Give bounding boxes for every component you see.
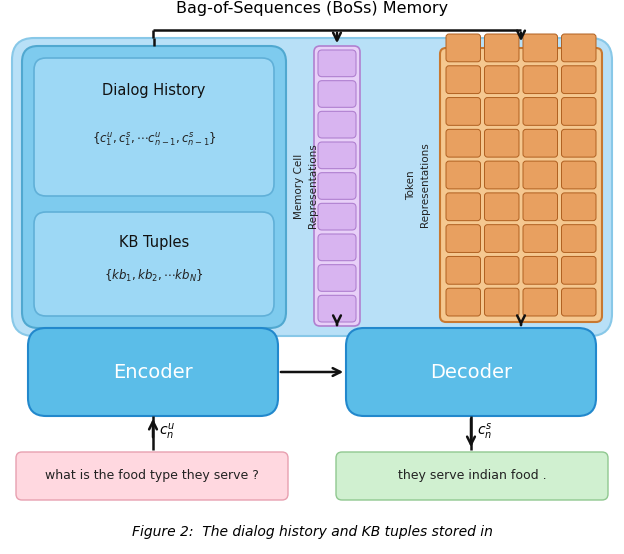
FancyBboxPatch shape [562, 98, 596, 125]
FancyBboxPatch shape [318, 142, 356, 168]
FancyBboxPatch shape [484, 129, 519, 157]
Text: Dialog History: Dialog History [102, 83, 206, 98]
FancyBboxPatch shape [523, 193, 557, 220]
FancyBboxPatch shape [484, 193, 519, 220]
Text: $c_n^u$: $c_n^u$ [159, 422, 175, 442]
Text: Figure 2:  The dialog history and KB tuples stored in: Figure 2: The dialog history and KB tupl… [132, 525, 492, 539]
FancyBboxPatch shape [523, 225, 557, 253]
FancyBboxPatch shape [562, 288, 596, 316]
FancyBboxPatch shape [314, 46, 360, 326]
FancyBboxPatch shape [523, 34, 557, 62]
FancyBboxPatch shape [523, 129, 557, 157]
FancyBboxPatch shape [34, 58, 274, 196]
FancyBboxPatch shape [562, 66, 596, 94]
FancyBboxPatch shape [484, 98, 519, 125]
FancyBboxPatch shape [12, 38, 612, 336]
FancyBboxPatch shape [318, 111, 356, 138]
FancyBboxPatch shape [446, 129, 480, 157]
FancyBboxPatch shape [318, 234, 356, 261]
FancyBboxPatch shape [440, 48, 602, 322]
FancyBboxPatch shape [318, 265, 356, 291]
FancyBboxPatch shape [446, 257, 480, 284]
FancyBboxPatch shape [318, 295, 356, 322]
FancyBboxPatch shape [562, 161, 596, 189]
FancyBboxPatch shape [484, 34, 519, 62]
Text: Decoder: Decoder [430, 362, 512, 382]
FancyBboxPatch shape [22, 46, 286, 328]
Text: $\{kb_1, kb_2, \cdots kb_N\}$: $\{kb_1, kb_2, \cdots kb_N\}$ [104, 268, 204, 284]
FancyBboxPatch shape [523, 288, 557, 316]
FancyBboxPatch shape [484, 66, 519, 94]
FancyBboxPatch shape [28, 328, 278, 416]
FancyBboxPatch shape [484, 161, 519, 189]
Text: $\{c_1^u, c_1^s, \cdots c_{n-1}^u, c_{n-1}^s\}$: $\{c_1^u, c_1^s, \cdots c_{n-1}^u, c_{n-… [92, 130, 217, 148]
FancyBboxPatch shape [318, 81, 356, 107]
FancyBboxPatch shape [446, 225, 480, 253]
FancyBboxPatch shape [562, 225, 596, 253]
FancyBboxPatch shape [446, 98, 480, 125]
FancyBboxPatch shape [523, 161, 557, 189]
FancyBboxPatch shape [523, 257, 557, 284]
Text: they serve indian food .: they serve indian food . [397, 469, 547, 483]
FancyBboxPatch shape [16, 452, 288, 500]
Text: KB Tuples: KB Tuples [119, 234, 189, 249]
FancyBboxPatch shape [562, 129, 596, 157]
FancyBboxPatch shape [562, 257, 596, 284]
FancyBboxPatch shape [336, 452, 608, 500]
FancyBboxPatch shape [446, 288, 480, 316]
FancyBboxPatch shape [523, 66, 557, 94]
Text: Encoder: Encoder [113, 362, 193, 382]
Text: Bag-of-Sequences (BoSs) Memory: Bag-of-Sequences (BoSs) Memory [176, 2, 448, 17]
FancyBboxPatch shape [446, 66, 480, 94]
FancyBboxPatch shape [446, 193, 480, 220]
FancyBboxPatch shape [446, 161, 480, 189]
FancyBboxPatch shape [346, 328, 596, 416]
FancyBboxPatch shape [484, 257, 519, 284]
FancyBboxPatch shape [484, 225, 519, 253]
FancyBboxPatch shape [523, 98, 557, 125]
FancyBboxPatch shape [318, 173, 356, 199]
Text: Memory Cell
Representations: Memory Cell Representations [295, 143, 318, 228]
FancyBboxPatch shape [562, 34, 596, 62]
FancyBboxPatch shape [318, 50, 356, 76]
FancyBboxPatch shape [484, 288, 519, 316]
FancyBboxPatch shape [446, 34, 480, 62]
Text: Token
Representations: Token Representations [406, 142, 429, 227]
FancyBboxPatch shape [318, 203, 356, 230]
FancyBboxPatch shape [34, 212, 274, 316]
Text: $c_n^s$: $c_n^s$ [477, 422, 492, 442]
FancyBboxPatch shape [562, 193, 596, 220]
Text: what is the food type they serve ?: what is the food type they serve ? [45, 469, 259, 483]
